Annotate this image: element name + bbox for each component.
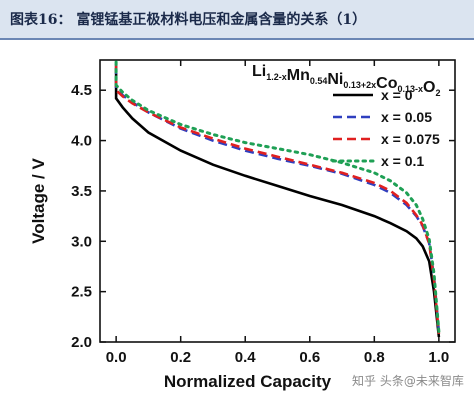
formula-element: Ni xyxy=(327,71,343,88)
voltage-capacity-chart: 0.0 0.2 0.4 0.6 0.8 1.0 2.0 2.5 3.0 3.5 4.0 4.5 Norm… xyxy=(29,59,456,391)
y-tick-label: 3.5 xyxy=(71,183,92,200)
report-header: 图表16： 富锂锰基正极材料电压和金属含量的关系（1） xyxy=(0,0,474,38)
y-tick-label: 4.0 xyxy=(71,133,92,150)
formula-element: Li xyxy=(252,63,266,80)
series-line-2 xyxy=(114,64,441,335)
formula-element: Co xyxy=(376,75,398,92)
formula-subscript: 0.13+2x xyxy=(343,80,376,90)
formula-text: Li1.2-xMn0.54Ni0.13+2xCo0.13-xO2 xyxy=(252,63,441,98)
legend-label-3: x = 0.1 xyxy=(381,153,424,169)
formula-subscript: 0.54 xyxy=(310,76,328,86)
y-tick-label: 4.5 xyxy=(71,82,92,99)
series-line-3 xyxy=(114,60,441,334)
legend-label-2: x = 0.075 xyxy=(381,131,440,147)
watermark: 知乎 头条@未来智库 xyxy=(352,374,464,388)
figure-title: 图表16： 富锂锰基正极材料电压和金属含量的关系（1） xyxy=(10,12,367,28)
x-tick-label: 1.0 xyxy=(428,349,449,366)
formula-element: Mn xyxy=(287,67,310,84)
x-tick-label: 0.0 xyxy=(106,349,127,366)
formula-subscript: 0.13-x xyxy=(398,84,424,94)
y-tick-label: 2.5 xyxy=(71,284,92,301)
legend-label-0: x = 0 xyxy=(381,87,413,103)
x-tick-label: 0.6 xyxy=(299,349,320,366)
plot-frame xyxy=(99,59,456,343)
composition-formula: Li1.2-xMn0.54Ni0.13+2xCo0.13-xO2 xyxy=(252,63,441,98)
y-tick-label: 2.0 xyxy=(71,334,92,351)
series-line-1 xyxy=(114,65,441,333)
x-axis-title: Normalized Capacity xyxy=(164,372,332,391)
y-axis-title: Voltage / V xyxy=(29,158,48,244)
axes: 0.0 0.2 0.4 0.6 0.8 1.0 2.0 2.5 3.0 3.5 4.0 4.5 Norm… xyxy=(29,59,456,391)
legend-label-1: x = 0.05 xyxy=(381,109,432,125)
formula-element: O xyxy=(423,79,435,96)
series-lines xyxy=(114,60,441,338)
formula-subscript: 1.2-x xyxy=(266,72,287,82)
y-tick-label: 3.0 xyxy=(71,233,92,250)
x-tick-label: 0.8 xyxy=(364,349,385,366)
series-line-0 xyxy=(114,68,441,338)
x-tick-label: 0.2 xyxy=(170,349,191,366)
legend: x = 0 x = 0.05 x = 0.075 x = 0.1 xyxy=(331,87,440,169)
x-tick-label: 0.4 xyxy=(235,349,257,366)
formula-subscript: 2 xyxy=(435,88,440,98)
header-divider xyxy=(0,38,474,40)
